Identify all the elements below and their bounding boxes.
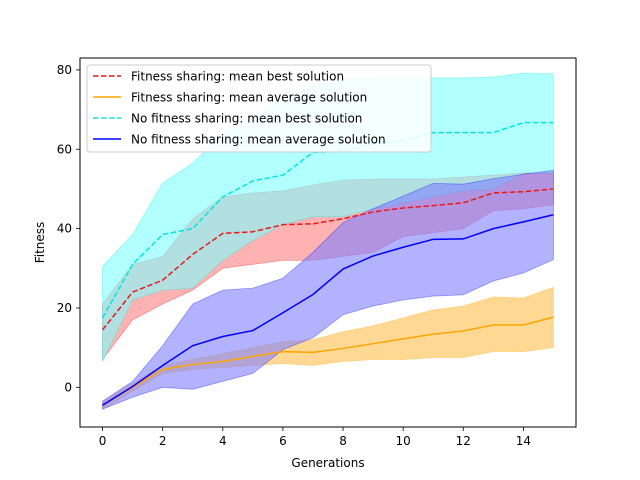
x-tick-label: 10: [396, 434, 411, 448]
x-tick-label: 8: [339, 434, 347, 448]
y-tick-label: 80: [57, 63, 72, 77]
legend-label: Fitness sharing: mean best solution: [131, 70, 344, 84]
y-tick-label: 20: [57, 301, 72, 315]
legend-label: No fitness sharing: mean average solutio…: [131, 133, 386, 147]
x-tick-label: 4: [219, 434, 227, 448]
legend: Fitness sharing: mean best solution Fitne…: [86, 64, 432, 153]
x-tick-label: 6: [279, 434, 287, 448]
x-tick-label: 2: [159, 434, 167, 448]
x-tick-label: 14: [516, 434, 531, 448]
legend-box: [86, 64, 432, 153]
y-axis-label: Fitness: [33, 222, 47, 264]
y-axis: 0 20 40 60 80: [57, 63, 80, 394]
legend-label: No fitness sharing: mean best solution: [131, 112, 362, 126]
y-tick-label: 40: [57, 222, 72, 236]
series-lines: [101, 121, 554, 406]
y-tick-label: 0: [64, 380, 72, 394]
x-tick-label: 12: [456, 434, 471, 448]
plot-frame: [79, 57, 577, 428]
legend-label: Fitness sharing: mean average solution: [131, 91, 367, 105]
x-axis-label: Generations: [291, 456, 364, 470]
x-tick-label: 0: [99, 434, 107, 448]
line-fitness-sharing-mean-best-solution: [101, 188, 554, 331]
y-tick-label: 60: [57, 142, 72, 156]
band-no-fitness-sharing-mean-average-solution: [102, 169, 554, 410]
line-no-fitness-sharing-mean-average-solution: [102, 214, 554, 406]
line-fitness-sharing-mean-average-solution: [102, 316, 554, 406]
x-axis: 0 2 4 6 8 10 12 14: [99, 427, 531, 448]
